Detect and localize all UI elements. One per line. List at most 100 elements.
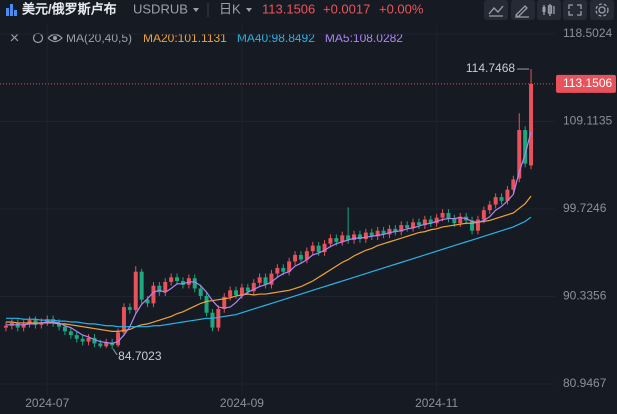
candle-body: [57, 322, 62, 327]
candle-body: [21, 323, 26, 328]
candle-body: [222, 296, 227, 309]
candle-body: [27, 320, 32, 324]
candle-body: [210, 312, 215, 328]
grid: [0, 25, 555, 395]
candle-body: [470, 220, 475, 231]
candle-body: [293, 254, 298, 262]
title: 美元/俄罗斯卢布: [22, 1, 117, 16]
close-indicator[interactable]: [10, 33, 19, 42]
candle-body: [440, 212, 445, 218]
candle-body: [434, 217, 439, 224]
period[interactable]: 日K: [219, 1, 241, 16]
candle-body: [80, 338, 85, 342]
candle-body: [74, 335, 79, 339]
last-price: 113.1506: [262, 1, 315, 16]
candle-body: [127, 307, 132, 310]
candle-body: [269, 273, 274, 285]
candle-body: [304, 251, 309, 260]
candle-body: [157, 285, 162, 293]
candle-body: [133, 271, 138, 310]
candle-body: [523, 130, 528, 164]
candle-body: [51, 319, 56, 323]
candle-body: [234, 290, 239, 295]
indicator-button[interactable]: [484, 0, 508, 20]
x-tick-label: 2024-11: [415, 396, 458, 410]
candle-body: [62, 326, 67, 332]
x-tick-label: 2024-07: [25, 396, 69, 410]
indicator-settings[interactable]: [32, 32, 44, 44]
candle-body: [487, 204, 492, 211]
candle-body: [298, 254, 303, 260]
chart-style-button[interactable]: [537, 0, 561, 20]
logo-icon: [6, 4, 17, 16]
candle-body: [169, 277, 174, 282]
period-dropdown[interactable]: [246, 8, 252, 12]
candle-body: [216, 308, 221, 328]
candle-body: [175, 277, 180, 282]
candle-body: [363, 232, 368, 240]
candle-body: [192, 278, 197, 289]
candle-body: [405, 225, 410, 228]
y-tick-label: 90.3356: [563, 289, 607, 303]
candle-body: [428, 219, 433, 224]
candle-body: [228, 290, 233, 297]
candle-body: [151, 285, 156, 304]
draw-button[interactable]: [511, 0, 535, 20]
legend-entry: MA5:108.0282: [325, 31, 403, 45]
ma-line: [5, 131, 532, 345]
candle-body: [328, 238, 333, 244]
ma-line: [5, 195, 532, 332]
eye-pupil: [53, 36, 57, 40]
candle-body: [139, 271, 144, 300]
candle-body: [116, 332, 121, 346]
candle-body: [163, 281, 168, 293]
candle-body: [180, 281, 185, 285]
candle-body: [411, 222, 416, 228]
candle-body: [422, 219, 427, 226]
candle-body: [98, 343, 103, 347]
symbol[interactable]: USDRUB: [133, 1, 188, 16]
price-tag: [556, 74, 616, 93]
candle-body: [493, 197, 498, 205]
candle-body: [257, 277, 262, 283]
candle-body: [517, 130, 522, 179]
candle-body: [104, 342, 109, 347]
min-annotation: 84.7023: [118, 349, 162, 363]
candle-body: [481, 210, 486, 220]
candle-body: [204, 295, 209, 313]
candle-body: [529, 83, 534, 166]
candle-body: [416, 222, 421, 226]
candle-body: [251, 282, 256, 292]
candle-body: [352, 234, 357, 241]
candle-body: [287, 261, 292, 272]
annotation-leader: [112, 348, 118, 356]
candle-body: [263, 277, 268, 285]
y-tick-label: 80.9467: [563, 376, 607, 390]
settings-button[interactable]: [590, 0, 614, 20]
candle-body: [245, 287, 250, 292]
candle-body: [375, 230, 380, 237]
candle-body: [68, 331, 73, 336]
candle-body: [393, 228, 398, 232]
fullscreen-button[interactable]: [563, 0, 587, 20]
y-tick-label: 118.5024: [563, 26, 612, 40]
candle-body: [357, 234, 362, 240]
candle-body: [399, 225, 404, 232]
y-tick-label: 109.1135: [563, 114, 612, 128]
candle-body: [145, 299, 150, 304]
candle-body: [92, 337, 97, 344]
candle-body: [239, 287, 244, 295]
legend-entry: MA40:98.8492: [237, 31, 315, 45]
candle-body: [446, 212, 451, 219]
candle-body: [322, 243, 327, 253]
symbol-dropdown[interactable]: [193, 8, 199, 12]
toggle-visibility[interactable]: [47, 33, 63, 43]
candle-body: [3, 325, 8, 328]
candle-body: [475, 219, 480, 231]
candle-body: [310, 245, 315, 252]
candle-body: [121, 307, 126, 333]
candle-body: [198, 288, 203, 296]
max-annotation: 114.7468: [466, 61, 515, 75]
price-tag-label: 113.1506: [563, 76, 612, 90]
candle-body: [86, 337, 91, 342]
